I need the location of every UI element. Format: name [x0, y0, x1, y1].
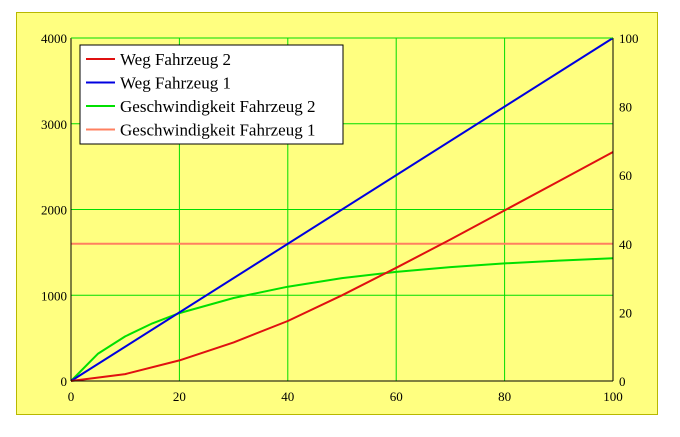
x-tick-label: 40	[281, 389, 294, 404]
x-tick-label: 0	[68, 389, 75, 404]
legend-label: Weg Fahrzeug 2	[120, 50, 231, 69]
x-tick-label: 80	[498, 389, 511, 404]
y-right-tick-label: 0	[619, 374, 626, 389]
y-left-tick-label: 0	[61, 374, 68, 389]
tick-labels: 0 20 40 60 80 1000100020003000400002040608010…	[41, 31, 639, 404]
series-layer	[70, 37, 614, 382]
y-right-tick-label: 100	[619, 31, 639, 46]
y-right-tick-label: 80	[619, 100, 632, 115]
legend-label: Geschwindigkeit Fahrzeug 2	[120, 97, 315, 116]
legend-label: Weg Fahrzeug 1	[120, 74, 231, 93]
axes	[70, 37, 614, 382]
series-line-weg-fahrzeug-2	[70, 151, 614, 382]
legend-label: Geschwindigkeit Fahrzeug 1	[120, 121, 315, 140]
legend-box	[79, 44, 344, 145]
y-left-tick-label: 4000	[41, 31, 67, 46]
x-tick-label: 100	[603, 389, 623, 404]
y-left-tick-label: 2000	[41, 203, 67, 218]
y-left-tick-label: 1000	[41, 288, 67, 303]
series-line-geschwindigkeit-fahrzeug-2	[70, 257, 614, 382]
chart-figure: 0 20 40 60 80 100 0 1000 2000 3000 4000 0 20 40 60 80 10…	[16, 12, 658, 415]
y-right-tick-label: 40	[619, 237, 632, 252]
legend: Weg Fahrzeug 2 Weg Fahrzeug 1 Geschwindigk…	[79, 44, 344, 145]
x-tick-label: 60	[390, 389, 403, 404]
chart-svg: 0 20 40 60 80 1000100020003000400002040608010…	[41, 31, 639, 404]
series-line-weg-fahrzeug-1	[70, 37, 614, 382]
y-left-tick-label: 3000	[41, 117, 67, 132]
x-tick-label: 20	[173, 389, 186, 404]
y-right-tick-label: 60	[619, 168, 632, 183]
y-right-tick-label: 20	[619, 305, 632, 320]
